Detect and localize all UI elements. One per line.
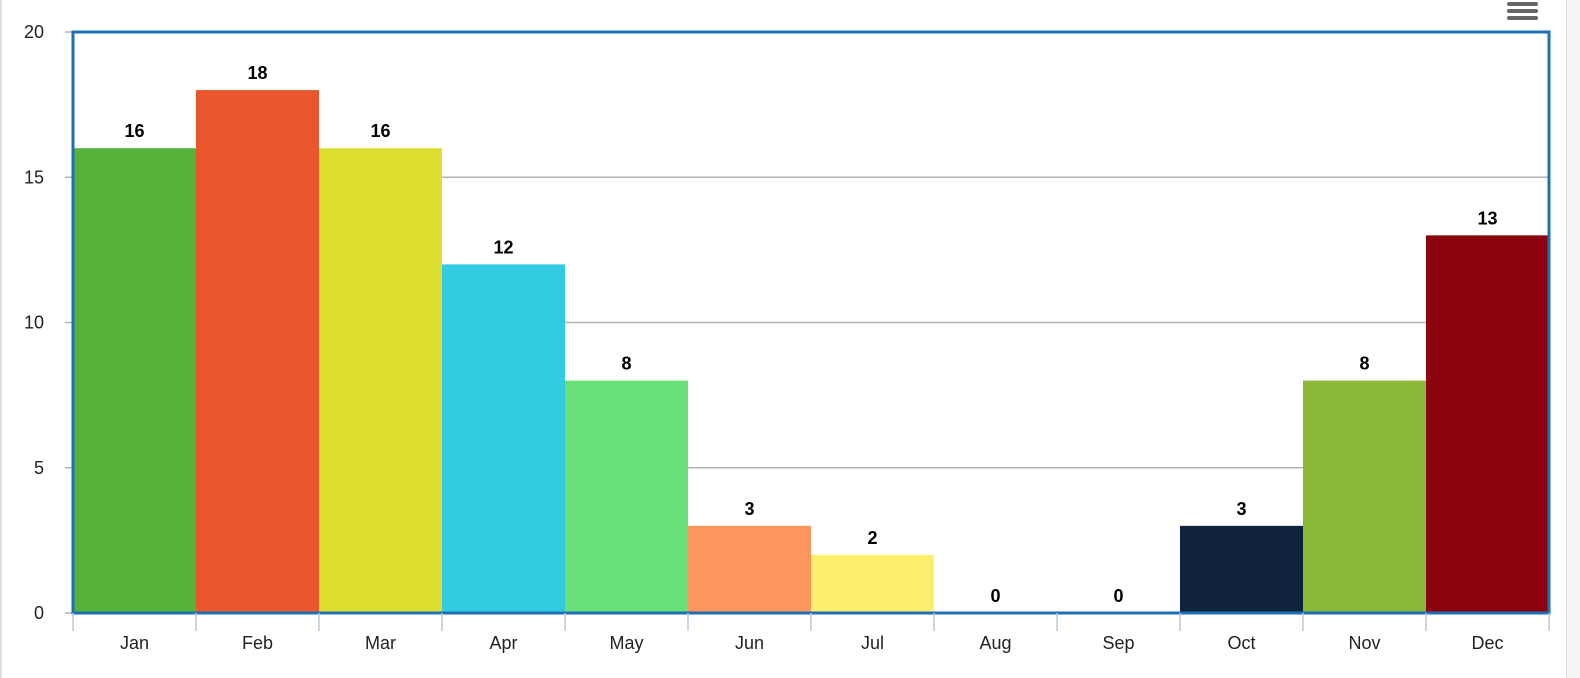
data-label: 8: [1359, 354, 1369, 374]
x-tick-label: Apr: [489, 633, 517, 653]
bar-jan[interactable]: [73, 148, 196, 613]
x-tick-label: Jan: [120, 633, 149, 653]
data-label: 13: [1477, 208, 1497, 228]
y-tick-label: 0: [34, 603, 44, 623]
data-label: 18: [247, 63, 267, 83]
x-tick-label: Mar: [365, 633, 396, 653]
data-label: 0: [990, 586, 1000, 606]
bar-jul[interactable]: [811, 554, 934, 613]
bar-nov[interactable]: [1303, 380, 1426, 613]
bar-apr[interactable]: [442, 264, 565, 613]
bar-feb[interactable]: [196, 90, 319, 614]
y-tick-label: 15: [24, 167, 44, 187]
bar-mar[interactable]: [319, 148, 442, 613]
y-tick-label: 20: [24, 22, 44, 42]
data-label: 8: [621, 354, 631, 374]
left-divider: [0, 0, 2, 678]
hamburger-menu-icon[interactable]: [1504, 0, 1540, 20]
data-label: 12: [493, 237, 513, 257]
y-tick-label: 5: [34, 458, 44, 478]
data-label: 16: [370, 121, 390, 141]
data-label: 16: [124, 121, 144, 141]
x-tick-label: May: [609, 633, 643, 653]
bar-may[interactable]: [565, 380, 688, 613]
data-label: 3: [1236, 499, 1246, 519]
data-label: 2: [867, 528, 877, 548]
x-tick-label: Dec: [1471, 633, 1503, 653]
x-tick-label: Feb: [242, 633, 273, 653]
x-tick-label: Oct: [1227, 633, 1255, 653]
x-tick-label: Sep: [1102, 633, 1134, 653]
data-label: 3: [744, 499, 754, 519]
x-tick-label: Jun: [735, 633, 764, 653]
bar-oct[interactable]: [1180, 525, 1303, 613]
page-scrollbar[interactable]: [1566, 0, 1580, 678]
x-tick-label: Nov: [1348, 633, 1380, 653]
data-label: 0: [1113, 586, 1123, 606]
x-tick-label: Jul: [861, 633, 884, 653]
x-tick-label: Aug: [979, 633, 1011, 653]
y-tick-label: 10: [24, 313, 44, 333]
bar-jun[interactable]: [688, 525, 811, 613]
bar-dec[interactable]: [1426, 235, 1549, 613]
